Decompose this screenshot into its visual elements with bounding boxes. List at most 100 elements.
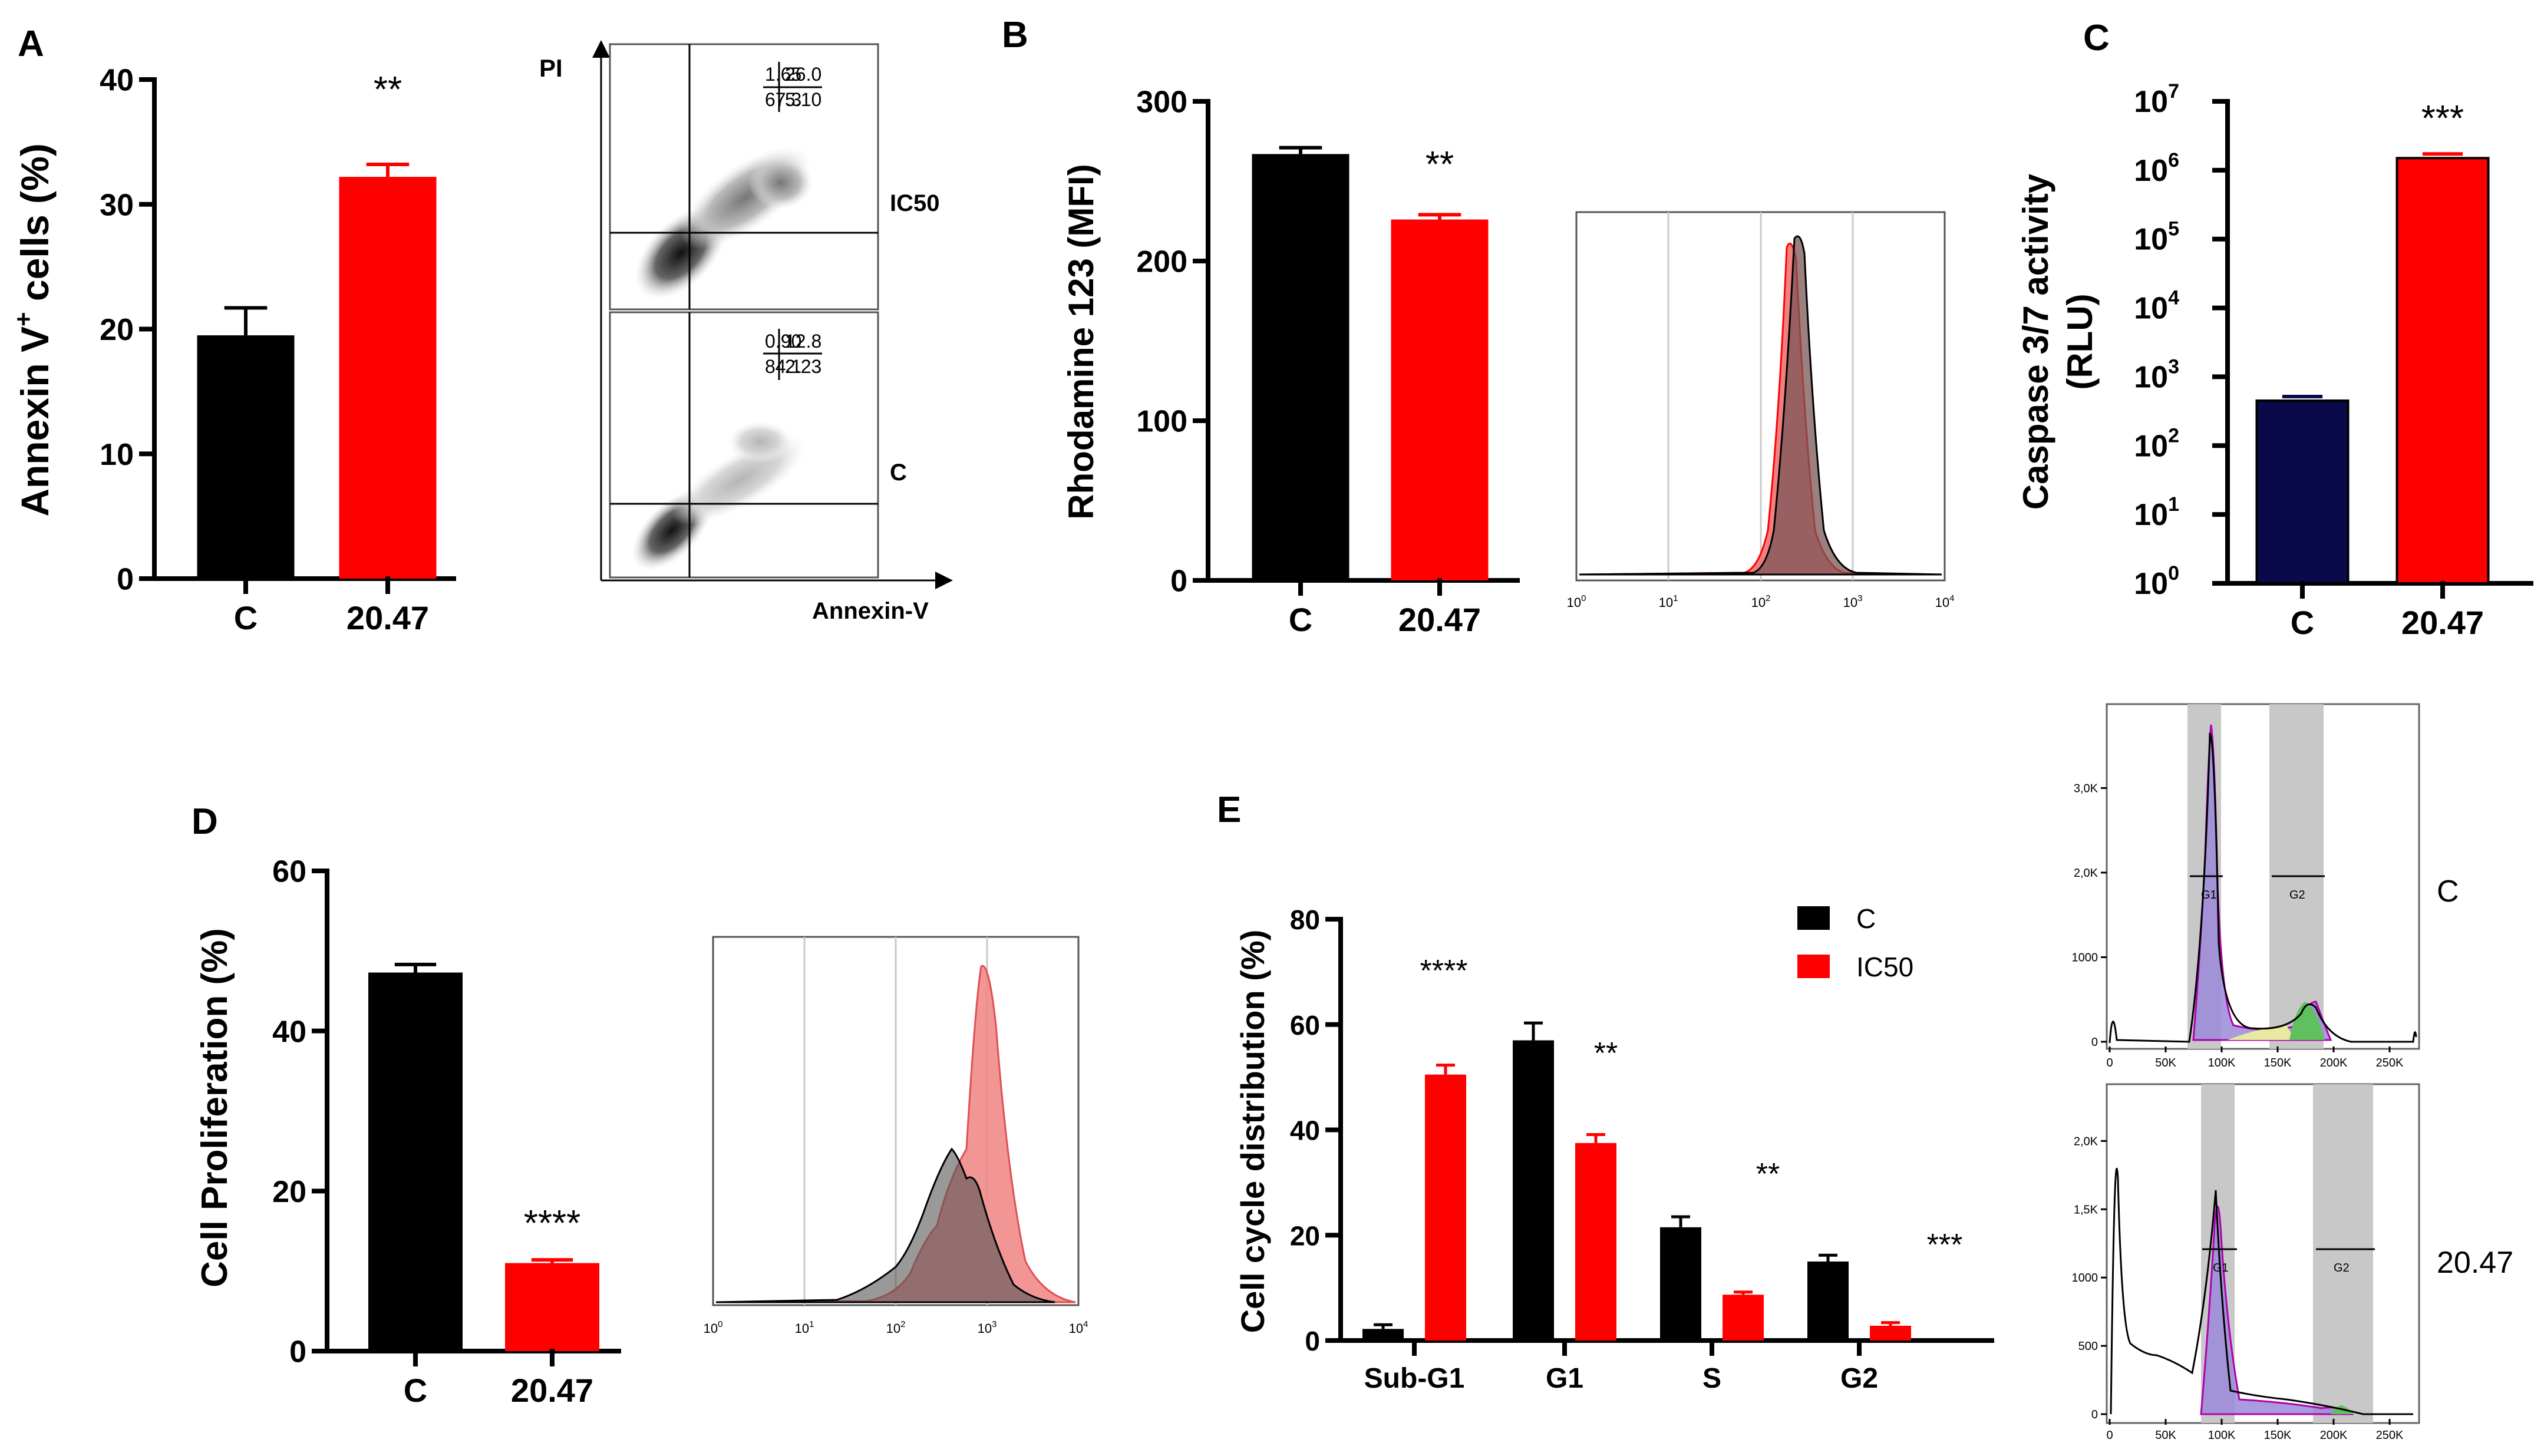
gate-label: G1 — [2201, 889, 2217, 902]
x-tick-label: 0 — [2106, 1056, 2113, 1069]
axis-tick: 10 — [704, 1321, 718, 1336]
x-tick-label: C — [1289, 601, 1312, 638]
bar — [505, 1263, 599, 1351]
chart-b-rhodamine: 0 100 200 300 C 20.47 ** Rhodamine 123 (MFI) — [1061, 85, 1520, 638]
quadrant-value: 12.8 — [785, 331, 821, 352]
dna-histogram-line — [2109, 732, 2417, 1044]
svg-text:104: 104 — [1069, 1319, 1088, 1336]
cycle-histogram-label: 20.47 — [2437, 1246, 2513, 1280]
histogram-control — [715, 1147, 1055, 1303]
x-tick-label: 150K — [2264, 1056, 2292, 1069]
axis-tick: 10 — [1843, 595, 1857, 610]
axis-tick: 10 — [978, 1321, 992, 1336]
x-tick-label: 100K — [2208, 1056, 2236, 1069]
legend-swatch-ic50 — [1797, 955, 1830, 978]
bar — [1723, 1295, 1764, 1341]
svg-text:100: 100 — [704, 1319, 723, 1336]
svg-text:104: 104 — [1935, 593, 1955, 610]
bar — [1870, 1325, 1911, 1341]
legend-e: C IC50 — [1797, 903, 1913, 982]
y-tick-label: 0 — [2091, 1408, 2098, 1421]
panel-label-a: A — [18, 24, 44, 64]
bar — [197, 335, 295, 579]
axis-tick: 10 — [886, 1321, 900, 1336]
chart-a-annexin: 0 10 20 30 40 C 20.47 ** Annexin V+ cells (%) — [9, 64, 456, 636]
y-tick-label: 20 — [100, 313, 134, 347]
axis-tick: 10 — [1659, 595, 1673, 610]
quadrant-value: 2.23 — [785, 356, 821, 377]
y-tick-label: 300 — [1136, 85, 1187, 120]
flow-plot-label: C — [890, 460, 907, 486]
bar — [339, 177, 437, 579]
y-axis-label: (RLU) — [2060, 293, 2100, 389]
significance-marker: ** — [1756, 1157, 1780, 1191]
quadrant-value: 84.1 — [765, 356, 801, 377]
proliferation-histogram: 100 101 102 103 104 — [704, 936, 1088, 1336]
gate-label: G2 — [2334, 1262, 2350, 1275]
y-tick-label: 80 — [1290, 904, 1320, 935]
x-tick-label: 20.47 — [1398, 601, 1481, 638]
chart-d-proliferation: 0 20 40 60 C 20.47 **** Cell Proliferation (%) — [194, 855, 621, 1409]
y-tick-label: 60 — [1290, 1010, 1320, 1041]
y-axis-label: Annexin V+ cells (%) — [9, 143, 57, 516]
y-tick-label: 104 — [2134, 287, 2179, 326]
x-tick-label: C — [2291, 604, 2314, 641]
y-tick-label: 2,0K — [2074, 1135, 2098, 1148]
quadrant-value: 0.90 — [765, 331, 801, 352]
panel-label-e: E — [1217, 790, 1241, 830]
bar — [2255, 399, 2350, 585]
significance-marker: ** — [374, 70, 402, 110]
x-tick-label: 20.47 — [2401, 604, 2484, 641]
axis-tick: 10 — [795, 1321, 809, 1336]
bar — [1362, 1329, 1404, 1341]
panel-label-c: C — [2083, 18, 2110, 58]
flow-plots-a: PI Annexin-V 1.65 26.0 67.3 5.10 IC50 0.… — [539, 40, 953, 624]
gate-label: G1 — [2213, 1262, 2229, 1275]
significance-marker: **** — [524, 1203, 581, 1244]
flow-plot-label: IC50 — [890, 190, 940, 216]
bar — [2395, 157, 2490, 585]
x-tick-label: Sub-G1 — [1364, 1363, 1465, 1394]
bar — [1252, 154, 1349, 580]
quadrant-value: 5.10 — [785, 89, 821, 110]
y-axis-label: Cell cycle distribution (%) — [1234, 930, 1271, 1333]
legend-swatch-c — [1797, 906, 1830, 930]
y-axis-label: Cell Proliferation (%) — [194, 928, 235, 1287]
y-tick-label: 102 — [2134, 424, 2179, 463]
x-tick-label: 0 — [2106, 1429, 2113, 1442]
svg-text:101: 101 — [795, 1319, 814, 1336]
y-tick-label: 0 — [2091, 1036, 2098, 1049]
y-tick-label: 3,0K — [2074, 782, 2098, 795]
x-tick-label: 50K — [2155, 1056, 2176, 1069]
g2-peak — [2289, 1002, 2325, 1040]
significance-marker: *** — [2421, 98, 2464, 139]
significance-marker: ** — [1594, 1036, 1618, 1071]
y-tick-label: 200 — [1136, 245, 1187, 279]
x-tick-label: 250K — [2376, 1429, 2404, 1442]
significance-marker: ** — [1426, 144, 1454, 185]
axis-tick: 10 — [1069, 1321, 1083, 1336]
x-tick-label: C — [234, 599, 258, 636]
pi-axis-label: PI — [539, 54, 563, 82]
y-tick-label: 0 — [1170, 564, 1187, 599]
x-tick-label: 20.47 — [347, 599, 429, 636]
dna-peak — [2200, 1206, 2354, 1415]
y-tick-label: 106 — [2134, 149, 2179, 188]
x-tick-label: S — [1702, 1363, 1721, 1394]
y-tick-label: 2,0K — [2074, 867, 2098, 880]
y-tick-label: 30 — [100, 188, 134, 222]
panel-label-b: B — [1002, 15, 1028, 55]
y-tick-label: 107 — [2134, 80, 2179, 119]
axis-tick: 10 — [1935, 595, 1949, 610]
svg-text:102: 102 — [886, 1319, 906, 1336]
bar — [1807, 1261, 1849, 1341]
gate-label: G2 — [2289, 889, 2305, 902]
cycle-histogram-control: G1 G2 0 1000 2,0K 3,0K 0 50K 100K 150K 200K 250K… — [2072, 703, 2459, 1069]
dna-histogram-line — [2110, 1167, 2413, 1415]
x-tick-label: 20.47 — [511, 1372, 593, 1409]
y-tick-label: 100 — [1136, 405, 1187, 439]
cycle-histogram-treated: G1 G2 0 500 1000 1,5K 2,0K 0 50K 100K 150K 200K 2… — [2072, 1083, 2513, 1442]
y-tick-label: 1000 — [2072, 951, 2098, 964]
y-tick-label: 1,5K — [2074, 1203, 2098, 1216]
